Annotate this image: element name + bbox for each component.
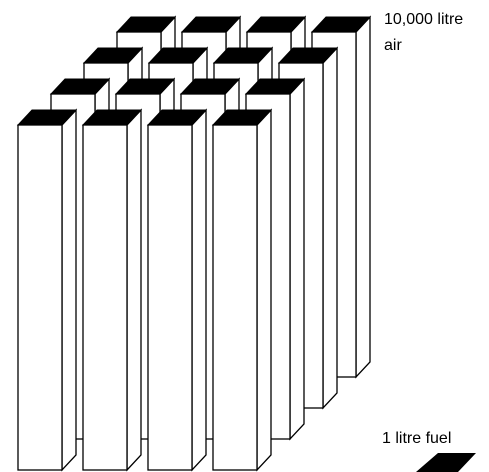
column-top bbox=[211, 109, 273, 126]
column-front bbox=[17, 124, 63, 471]
column-top bbox=[49, 78, 111, 95]
column-front bbox=[147, 124, 193, 471]
column-side bbox=[289, 77, 305, 441]
column-side bbox=[61, 108, 77, 472]
column-side bbox=[355, 15, 371, 379]
column-top bbox=[277, 47, 339, 64]
column-top bbox=[146, 109, 208, 126]
column-top bbox=[245, 16, 307, 33]
column-top bbox=[147, 47, 209, 64]
column-top bbox=[115, 16, 177, 33]
column-top bbox=[212, 47, 274, 64]
column-side bbox=[256, 108, 272, 472]
column-top bbox=[81, 109, 143, 126]
fuel-block bbox=[416, 453, 476, 472]
fuel-label: 1 litre fuel bbox=[382, 430, 451, 447]
column-side bbox=[126, 108, 142, 472]
column-top bbox=[16, 109, 78, 126]
air-label: 10,000 litre bbox=[384, 11, 463, 28]
column-side bbox=[191, 108, 207, 472]
column-top bbox=[114, 78, 176, 95]
air-columns bbox=[16, 15, 372, 472]
column-top bbox=[180, 16, 242, 33]
column-top bbox=[310, 16, 372, 33]
column-side bbox=[322, 46, 338, 410]
air-label: air bbox=[384, 37, 402, 54]
column-front bbox=[82, 124, 128, 471]
column-front bbox=[212, 124, 258, 471]
column-top bbox=[179, 78, 241, 95]
column-top bbox=[244, 78, 306, 95]
column-top bbox=[82, 47, 144, 64]
